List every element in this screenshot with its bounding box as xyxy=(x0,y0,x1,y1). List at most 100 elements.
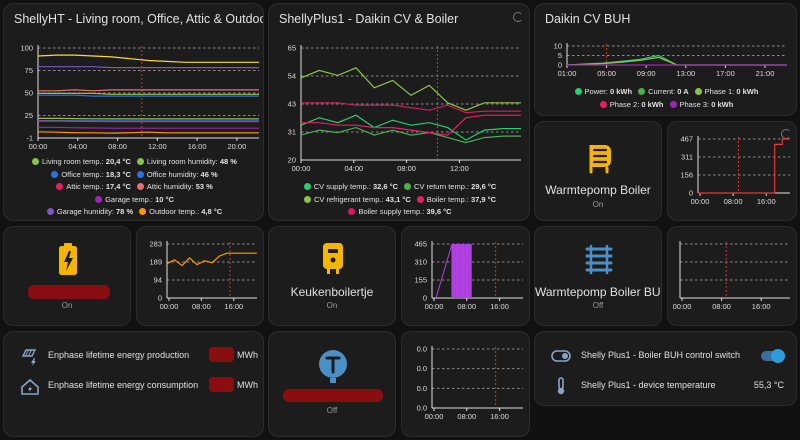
tile-state: On xyxy=(326,301,338,310)
legend-item[interactable]: Boiler supply temp.: 39,6 °C xyxy=(348,206,452,219)
device-temperature-label: Shelly Plus1 - device temperature xyxy=(581,380,716,390)
legend-label: CV return temp.: xyxy=(414,182,472,191)
legend-dot-icon xyxy=(694,88,702,95)
legend-value: 0 kWh xyxy=(641,99,664,109)
x-tick-label: 16:00 xyxy=(490,302,509,311)
legend-value: 46 % xyxy=(200,169,218,179)
x-tick-label: 16:00 xyxy=(752,302,771,311)
y-tick-label: 0.0 xyxy=(417,384,427,393)
legend-item[interactable]: Garage temp.: 10 °C xyxy=(95,194,174,207)
x-tick-label: 09:00 xyxy=(637,69,656,78)
y-tick-label: 0.0 xyxy=(417,364,427,373)
y-tick-label: 20 xyxy=(288,156,296,165)
y-tick-label: 283 xyxy=(149,240,162,249)
legend-label: Outdoor humidity: xyxy=(97,220,158,221)
legend-item[interactable]: Attic temp.: 17,4 °C xyxy=(56,181,131,194)
bottom-device-tile[interactable]: Off xyxy=(268,331,396,437)
series-line xyxy=(698,138,790,194)
legend-label: Phase 2: xyxy=(609,99,642,109)
legend-value: 29,6 °C xyxy=(471,182,497,191)
legend-item[interactable]: Living room temp.: 20,4 °C xyxy=(32,156,131,169)
series-line xyxy=(38,126,259,129)
legend-item[interactable]: Attic humidity: 53 % xyxy=(136,181,213,194)
x-tick-label: 16:00 xyxy=(224,302,243,311)
legend-label: Boiler supply temp.: xyxy=(358,207,427,216)
x-tick-label: 12:00 xyxy=(450,164,469,173)
legend-label: Office humidity: xyxy=(146,169,201,179)
x-tick-label: 05:00 xyxy=(597,69,616,78)
warmtepomp-buh-chart-card: 00:00 08:00 16:00 xyxy=(667,226,797,326)
legend-item[interactable]: Outdoor temp.: 4,8 °C xyxy=(139,206,222,219)
legend-item[interactable]: Office humidity: 46 % xyxy=(136,169,218,182)
warmtepomp-boiler-tile[interactable]: Warmtepomp Boiler On xyxy=(534,121,662,221)
battery-tile[interactable]: On xyxy=(3,226,131,326)
y-tick-label: 54 xyxy=(288,72,296,81)
legend-item[interactable]: Boiler temp.: 37,9 °C xyxy=(416,194,496,207)
legend-value: 18,3 °C xyxy=(105,169,131,179)
legend-item[interactable]: Phase 3: 0 kWh xyxy=(669,99,734,112)
keukenboilertje-tile[interactable]: Keukenboilertje On xyxy=(268,226,396,326)
y-tick-label: 5 xyxy=(558,51,562,60)
water-heater-icon xyxy=(588,144,611,174)
legend-value: 0 kWh xyxy=(609,87,633,96)
y-tick-label: 10 xyxy=(554,42,562,51)
x-tick-label: 04:00 xyxy=(68,142,87,151)
legend-item[interactable]: CV refrigerant temp.: 43,1 °C xyxy=(303,194,411,207)
radiator-icon xyxy=(585,244,613,275)
boiler-buh-control-toggle[interactable] xyxy=(761,349,785,363)
y-tick-label: 0.0 xyxy=(417,345,427,354)
legend-value: 4,8 °C xyxy=(201,207,223,216)
series-ramp xyxy=(435,243,453,299)
legend-item[interactable]: Outdoor humidity: 83,5 % xyxy=(87,219,182,221)
x-tick-label: 16:00 xyxy=(188,142,207,151)
y-tick-label: 65 xyxy=(288,44,296,53)
keukenboilertje-chart[interactable]: 465 310 155 000:00 08:00 16:00 xyxy=(402,227,530,326)
shellyht-chart[interactable]: 100 75 50 25 -100:00 04:00 08:00 12:00 16:00 20:0… xyxy=(4,4,264,221)
warmtepomp-boiler-chart[interactable]: 467 311 156 000:00 08:00 16:00 xyxy=(668,122,797,221)
series-line xyxy=(301,102,521,114)
legend-item[interactable]: Phase 2: 0 kWh xyxy=(599,99,664,112)
legend-label: Living room temp.: xyxy=(42,157,106,166)
warmtepomp-buh-chart[interactable]: 00:00 08:00 16:00 xyxy=(668,227,797,326)
legend-item[interactable]: CV supply temp.: 32,6 °C xyxy=(303,181,398,194)
enphase-card: Enphase lifetime energy production MWh E… xyxy=(3,331,264,437)
legend-item[interactable]: CV return temp.: 29,6 °C xyxy=(404,181,496,194)
x-tick-label: 00:00 xyxy=(425,302,444,311)
legend-item[interactable]: Power: 0 kWh xyxy=(574,86,633,99)
x-tick-label: 08:00 xyxy=(724,197,743,206)
battery-chart[interactable]: 283 189 94 000:00 08:00 16:00 xyxy=(137,227,264,326)
legend-value: 0 kWh xyxy=(711,99,734,109)
x-tick-label: 20:00 xyxy=(228,142,247,151)
keukenboilertje-chart-card: 465 310 155 0 00:00 08:00 16:00 xyxy=(401,226,530,326)
legend-item[interactable]: Office temp.: 18,3 °C xyxy=(51,169,131,182)
tile-state: On xyxy=(61,301,73,310)
legend-label: Boiler temp.: xyxy=(426,194,471,204)
y-tick-label: -1 xyxy=(26,134,33,143)
legend-value: 20,4 °C xyxy=(105,157,131,166)
shellyht-card: ShellyHT - Living room, Office, Attic & … xyxy=(3,3,264,221)
x-tick-label: 17:00 xyxy=(716,69,735,78)
y-tick-label: 100 xyxy=(20,44,33,53)
x-tick-label: 00:00 xyxy=(691,197,710,206)
toggle-switch-icon xyxy=(551,350,571,362)
bottom-device-chart[interactable]: 0.00.00.00.000:00 08:00 16:00 xyxy=(402,332,530,437)
series-line xyxy=(37,131,259,134)
series-line xyxy=(301,114,521,136)
x-tick-label: 08:00 xyxy=(457,302,476,311)
x-tick-label: 13:00 xyxy=(676,69,695,78)
legend-dot-icon xyxy=(669,100,677,108)
legend-item[interactable]: Garage humidity: 78 % xyxy=(46,206,133,219)
warmtepomp-buh-tile[interactable]: Warmtepomp Boiler BUH Off xyxy=(534,226,662,326)
legend-value: 0 kWh xyxy=(736,87,759,96)
legend-item[interactable]: Living room humidity: 48 % xyxy=(136,156,237,169)
tile-name: Warmtepomp Boiler xyxy=(545,183,651,197)
legend-item[interactable]: Phase 1: 0 kWh xyxy=(694,86,759,99)
daikin-cv-legend: CV supply temp.: 32,6 °C CV return temp.:… xyxy=(279,181,521,219)
enphase-consumption-label: Enphase lifetime energy consumption xyxy=(48,380,199,390)
legend-dot-icon xyxy=(51,170,59,178)
boiler-icon xyxy=(323,243,343,274)
legend-item[interactable]: Current: 0 A xyxy=(638,86,689,99)
x-tick-label: 00:00 xyxy=(425,412,444,421)
